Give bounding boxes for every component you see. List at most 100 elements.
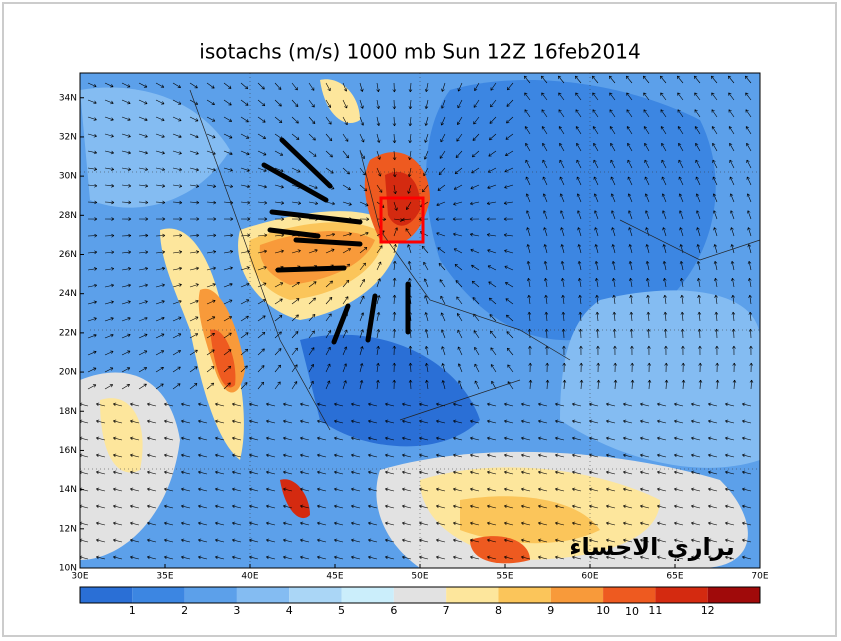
wind-arrow	[545, 379, 550, 390]
wind-arrow	[725, 487, 735, 492]
wind-arrow	[300, 555, 310, 560]
wind-arrow	[606, 487, 616, 492]
wind-arrow	[351, 504, 361, 509]
wind-arrow	[727, 75, 735, 84]
wind-arrow	[138, 184, 149, 188]
wind-arrow	[555, 453, 565, 458]
wind-arrow	[504, 521, 514, 526]
wind-arrow	[503, 201, 514, 205]
wind-arrow	[147, 436, 157, 441]
wind-arrow	[342, 296, 349, 305]
wind-arrow	[747, 244, 752, 254]
wind-arrow	[300, 487, 310, 492]
wind-arrow	[470, 470, 480, 475]
wind-arrow	[606, 402, 616, 407]
wind-arrow	[452, 217, 463, 221]
wind-arrow	[745, 126, 752, 135]
wind-arrow	[164, 521, 174, 526]
wind-arrow	[748, 311, 753, 322]
wind-arrow	[257, 150, 267, 156]
lat-label: 30N	[59, 172, 77, 182]
wind-arrow	[359, 231, 369, 237]
wind-arrow	[121, 116, 131, 121]
wind-arrow	[657, 453, 667, 458]
wind-arrow	[555, 470, 565, 475]
wind-arrow	[528, 379, 533, 390]
wind-arrow	[164, 419, 174, 424]
wind-arrow	[215, 538, 225, 543]
wind-arrow	[87, 283, 98, 288]
wind-arrow	[334, 538, 344, 543]
wind-arrow	[408, 362, 413, 373]
wind-arrow	[542, 159, 548, 169]
wind-arrow	[405, 228, 412, 237]
wind-arrow	[457, 99, 463, 109]
wind-arrow	[423, 278, 429, 288]
wind-arrow	[325, 116, 332, 125]
wind-arrow	[595, 328, 600, 339]
wind-arrow	[647, 345, 651, 356]
wind-arrow	[274, 249, 284, 254]
wind-arrow	[732, 345, 736, 356]
wind-arrow	[729, 193, 735, 203]
wind-arrow	[130, 555, 140, 560]
wind-arrow	[359, 82, 364, 92]
wind-arrow	[223, 349, 232, 356]
wind-arrow	[664, 345, 668, 356]
wind-arrow	[104, 82, 114, 88]
wind-arrow	[113, 555, 123, 560]
wind-arrow	[578, 294, 582, 305]
wind-arrow	[659, 75, 667, 84]
wind-arrow	[189, 266, 199, 271]
wind-arrow	[470, 402, 480, 407]
wind-arrow	[274, 184, 284, 189]
wind-arrow	[453, 521, 463, 526]
wind-arrow	[342, 279, 350, 288]
wind-arrow	[628, 261, 633, 271]
wind-arrow	[623, 538, 633, 543]
wind-arrow	[189, 217, 200, 221]
wind-arrow	[138, 283, 148, 288]
wind-arrow	[155, 283, 165, 288]
wind-arrow	[87, 116, 97, 121]
wind-arrow	[491, 380, 497, 390]
wind-arrow	[249, 470, 259, 475]
wind-arrow	[456, 313, 463, 322]
wind-arrow	[334, 419, 344, 424]
wind-arrow	[393, 243, 397, 254]
wind-arrow	[732, 362, 737, 373]
wind-arrow	[487, 555, 497, 560]
wind-arrow	[471, 264, 480, 271]
wind-arrow	[308, 314, 316, 322]
wind-arrow	[257, 133, 266, 139]
wind-arrow	[453, 504, 463, 509]
wind-arrow	[438, 167, 446, 176]
wind-arrow	[629, 294, 633, 305]
wind-arrow	[504, 470, 514, 475]
wind-arrow	[172, 383, 181, 390]
wind-arrow	[674, 470, 684, 475]
wind-arrow	[376, 362, 380, 373]
wind-arrow	[334, 555, 344, 560]
wind-arrow	[490, 347, 497, 356]
wind-arrow	[644, 193, 650, 203]
wind-arrow	[558, 92, 565, 101]
wind-arrow	[257, 282, 267, 288]
wind-arrow	[589, 487, 599, 492]
wind-arrow	[436, 453, 446, 458]
wind-arrow	[422, 184, 429, 193]
wind-arrow	[538, 487, 548, 492]
wind-arrow	[266, 487, 276, 492]
wind-arrow	[189, 366, 198, 373]
wind-arrow	[393, 227, 399, 237]
wind-arrow	[729, 176, 735, 186]
wind-arrow	[576, 159, 582, 169]
wind-arrow	[606, 555, 616, 560]
wind-arrow	[457, 329, 463, 339]
wind-arrow	[470, 184, 480, 190]
wind-arrow	[487, 453, 497, 458]
wind-arrow	[96, 436, 106, 441]
wind-arrow	[342, 167, 350, 175]
wind-arrow	[424, 133, 429, 143]
lat-label: 12N	[59, 524, 77, 534]
